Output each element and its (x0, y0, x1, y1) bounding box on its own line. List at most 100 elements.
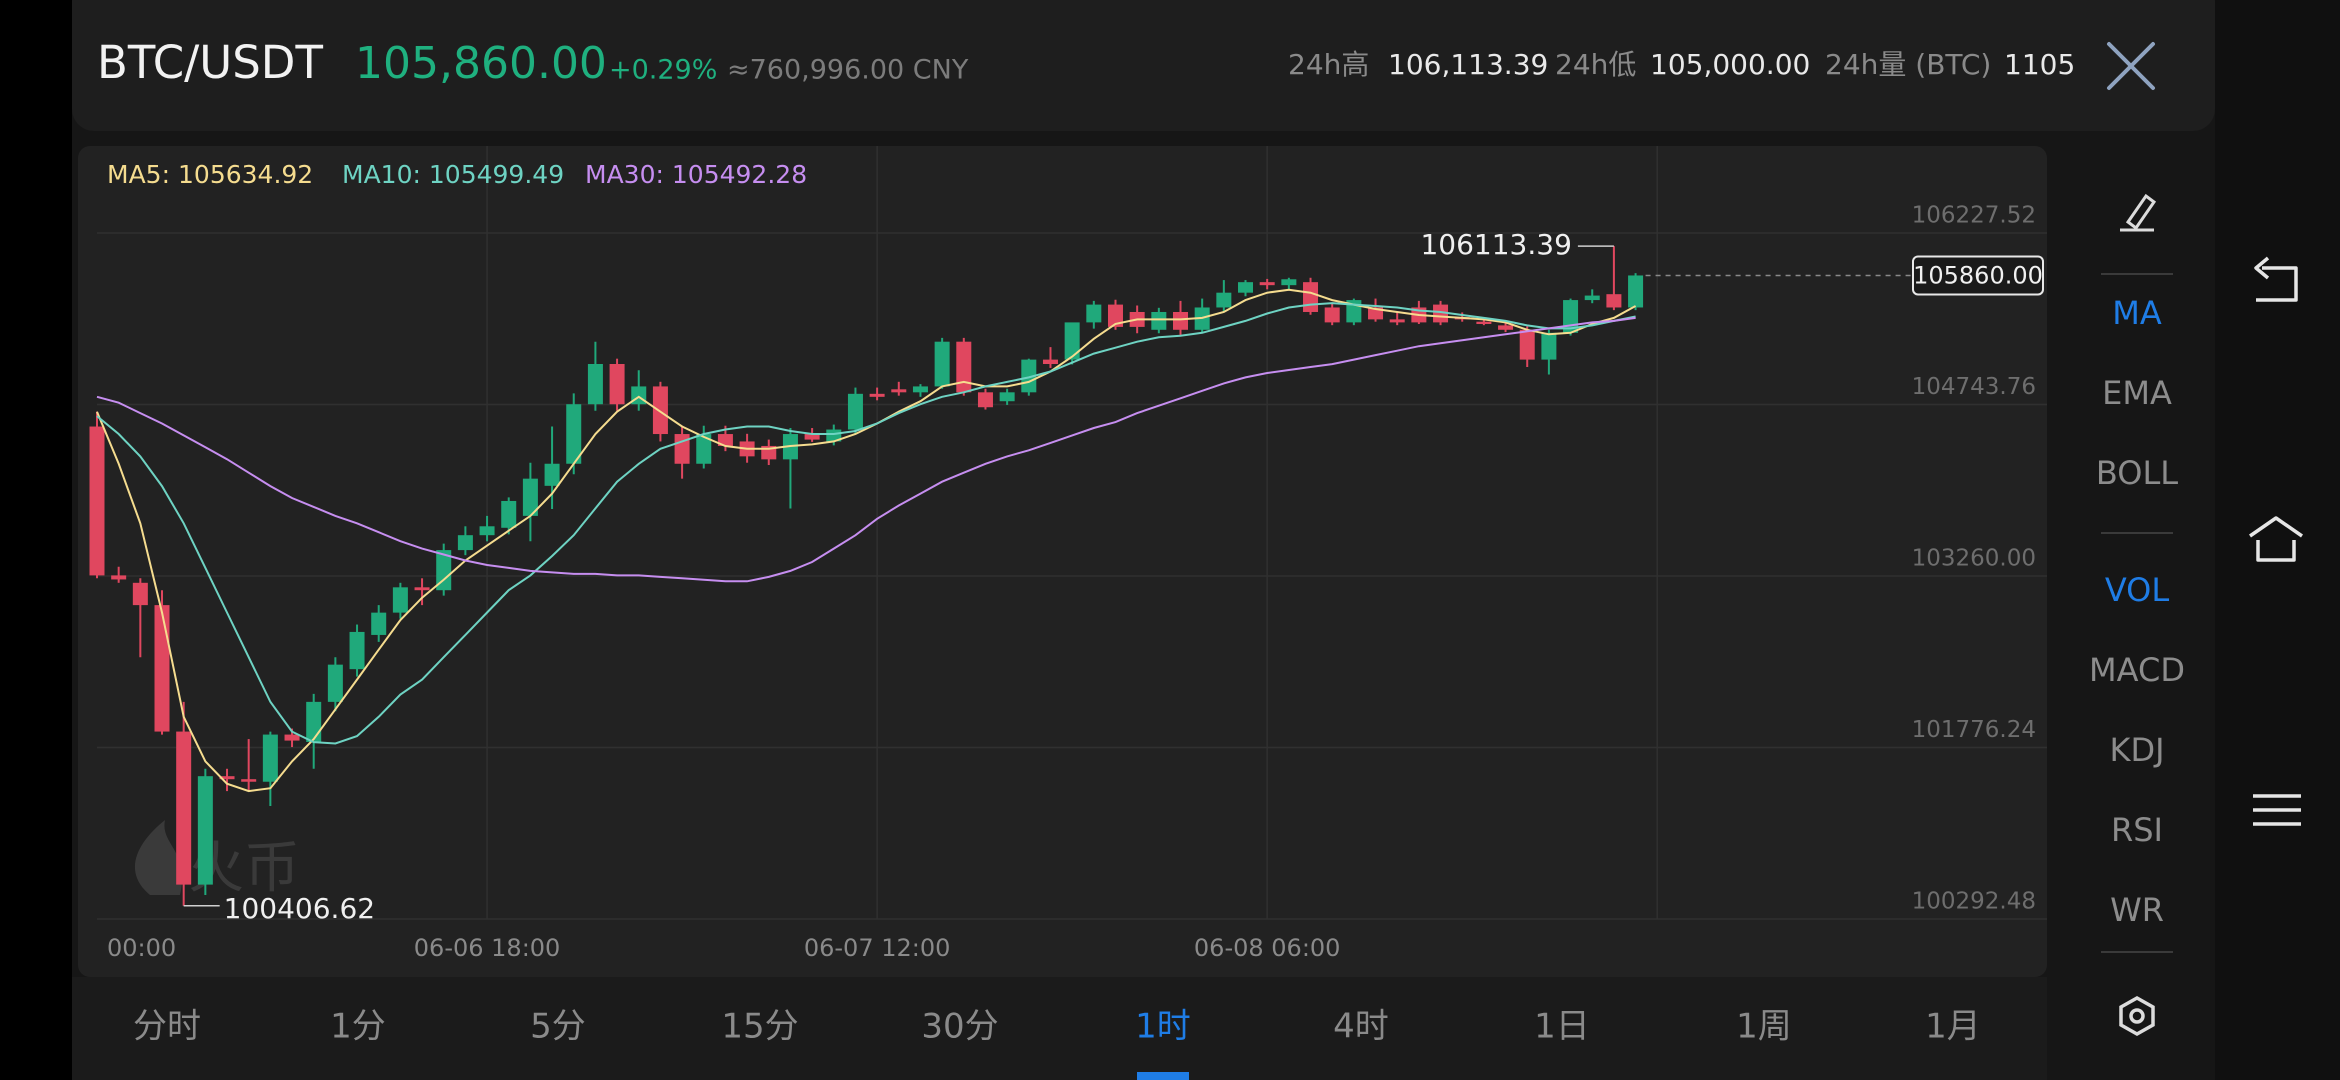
home-button[interactable] (2249, 516, 2303, 562)
indicator-menu: MA EMA BOLL VOL MACD KDJ RSI WR (2089, 294, 2185, 929)
current-price-box (1912, 255, 2044, 296)
candle-body (306, 701, 322, 742)
stat-value: 106,113.39 (1388, 48, 1548, 81)
header-panel (72, 0, 2215, 131)
left-edge (0, 0, 72, 1080)
interval-tab[interactable]: 分时 (133, 1007, 201, 1047)
candle-body (1238, 282, 1254, 293)
y-tick-label: 106227.52 (1912, 202, 2036, 228)
candle-body (111, 575, 127, 580)
legend-name: MA10: (342, 160, 421, 189)
x-tick-label: 06-06 18:00 (414, 934, 561, 962)
ma-line (96, 302, 1636, 745)
candle-body (1173, 311, 1188, 330)
interval-tab[interactable]: 1周 (1736, 1007, 1792, 1047)
y-tick-label: 101776.24 (1912, 717, 2036, 743)
indicator-option[interactable]: BOLL (2096, 454, 2178, 492)
candle-body (132, 582, 148, 606)
candle-body (89, 426, 105, 576)
candle-body (1498, 325, 1514, 330)
candle-body (956, 341, 972, 393)
tab-bar (72, 977, 2047, 1080)
indicator-option[interactable]: MACD (2089, 651, 2185, 689)
indicator-option[interactable]: VOL (2105, 571, 2170, 609)
close-button[interactable] (2107, 42, 2155, 90)
legend-entry: MA5: 105634.92 (107, 160, 313, 189)
interval-tab[interactable]: 1日 (1534, 1007, 1590, 1047)
candle-body (1259, 282, 1275, 286)
x-tick-label: 06-08 06:00 (1194, 934, 1341, 962)
back-icon (2256, 266, 2298, 302)
candle-body (869, 393, 885, 397)
interval-tab[interactable]: 5分 (530, 1007, 586, 1047)
x-tick-label: 06-07 12:00 (804, 934, 951, 962)
indicator-option[interactable]: WR (2110, 891, 2164, 929)
candle-body (371, 612, 387, 635)
candle-body (544, 463, 560, 486)
candle-body (1476, 321, 1492, 325)
stat-value: 1105 (2004, 48, 2075, 81)
y-tick-label: 104743.76 (1912, 374, 2036, 400)
candle-body (847, 393, 863, 430)
pencil-icon (2125, 193, 2157, 231)
candle-body (1606, 294, 1622, 308)
candle-body (284, 734, 300, 741)
candle-body (934, 341, 950, 387)
candle-body (327, 664, 343, 702)
candle-body (1151, 311, 1167, 330)
legend-entry: MA10: 105499.49 (342, 160, 564, 189)
ma-line (96, 316, 1636, 583)
ma-line (96, 288, 1637, 793)
candle-body (1324, 307, 1340, 323)
candle-body (1064, 322, 1080, 360)
candle-body (566, 404, 582, 464)
candle-body (826, 429, 842, 442)
indicator-option[interactable]: EMA (2102, 374, 2172, 412)
candle-body (912, 386, 928, 393)
interval-tab[interactable]: 1月 (1925, 1007, 1981, 1047)
indicator-option[interactable]: MA (2112, 294, 2162, 332)
pair: BTC/USDT (97, 36, 323, 89)
candle-body (1216, 292, 1232, 308)
candle-body (1433, 304, 1449, 323)
candle-body (1281, 279, 1297, 286)
legend-entry: MA30: 105492.28 (585, 160, 807, 189)
candle-body (479, 526, 495, 536)
menu-button[interactable] (2253, 794, 2301, 826)
x-tick-label: 00:00 (107, 934, 176, 962)
candle-body (349, 631, 365, 670)
interval-tab[interactable]: 15分 (721, 1007, 798, 1047)
y-tick-label: 103260.00 (1912, 545, 2036, 571)
candle-body (522, 478, 538, 516)
current-price-label: 105860.00 (1913, 261, 2043, 289)
interval-tab[interactable]: 4时 (1333, 1007, 1389, 1047)
candle-body (1541, 332, 1557, 360)
close-icon (2107, 42, 2155, 90)
candle-body (1042, 359, 1058, 364)
interval-tab[interactable]: 1时 (1135, 1007, 1191, 1047)
indicator-option[interactable]: RSI (2111, 811, 2163, 849)
candle-body (696, 434, 712, 464)
interval-tab[interactable]: 1分 (330, 1007, 386, 1047)
max-label: 106113.39 (1420, 228, 1571, 261)
candle-body (717, 434, 733, 446)
back-button[interactable] (2254, 256, 2298, 302)
active-tab-underline (1137, 1072, 1189, 1080)
candle-body (1628, 275, 1644, 308)
candle-body (652, 386, 668, 435)
candle-body (1021, 359, 1037, 393)
indicator-option[interactable]: KDJ (2109, 731, 2164, 769)
legend-name: MA5: (107, 160, 170, 189)
candle-body (501, 500, 517, 528)
candle-body (154, 605, 170, 732)
change: +0.29% (609, 55, 717, 86)
candle-body (977, 392, 993, 408)
legend-value: 105634.92 (178, 160, 313, 189)
interval-tab[interactable]: 30分 (921, 1007, 998, 1047)
candle-body (414, 587, 430, 591)
watermark-flame (134, 820, 183, 895)
settings-button[interactable] (2119, 995, 2155, 1037)
draw-tool[interactable] (2120, 193, 2157, 232)
